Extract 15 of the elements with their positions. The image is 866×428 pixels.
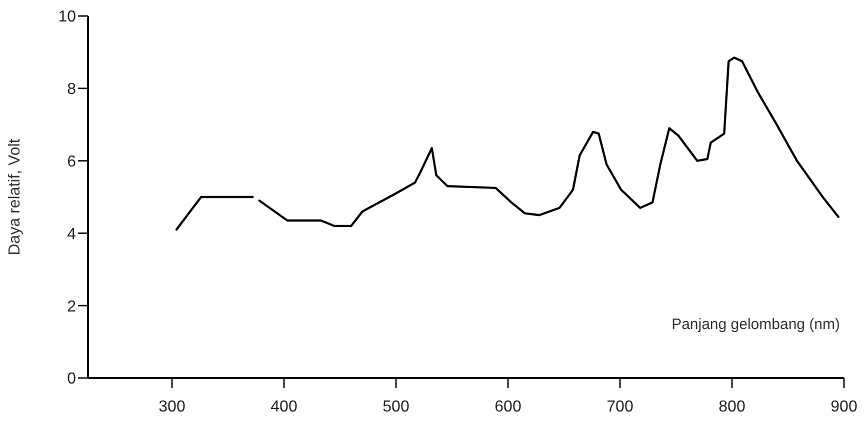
x-tick-label: 400	[270, 398, 298, 416]
x-tick-label: 300	[158, 398, 186, 416]
y-tick-label: 6	[67, 153, 76, 170]
x-tick-label: 800	[718, 398, 746, 416]
y-tick-label: 4	[67, 226, 76, 243]
y-tick-label: 0	[67, 370, 76, 388]
x-tick-label: 500	[382, 398, 410, 416]
x-tick-label: 700	[606, 398, 634, 416]
x-axis-title: Panjang gelombang (nm)	[672, 316, 840, 333]
y-tick-label: 10	[58, 8, 76, 26]
x-tick-label: 900	[830, 398, 858, 416]
y-tick-label: 8	[67, 81, 76, 98]
y-axis-title: Daya relatif, Volt	[6, 138, 24, 256]
y-tick-label: 2	[67, 298, 76, 316]
x-tick-label: 600	[494, 398, 522, 416]
